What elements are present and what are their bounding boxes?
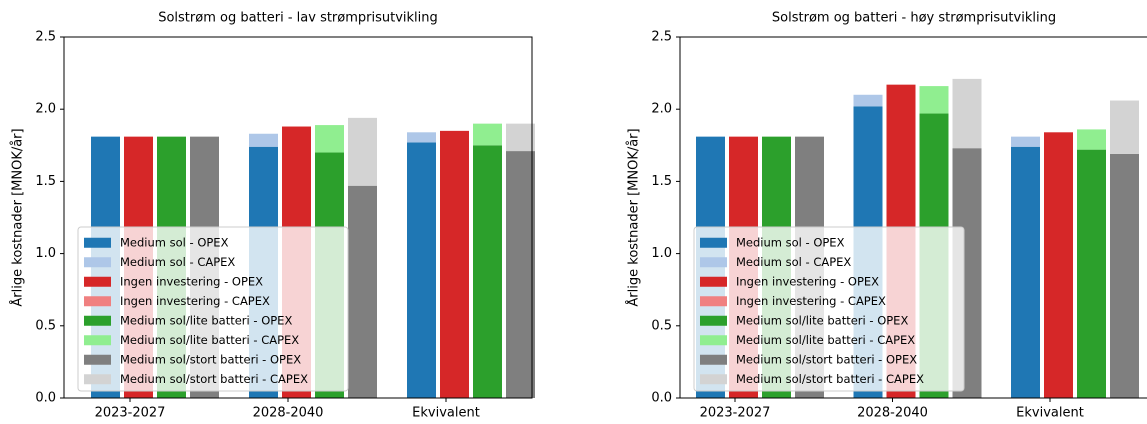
axes-frame xyxy=(63,36,533,399)
bar-segment xyxy=(1110,153,1139,398)
legend-label: Medium sol/lite batteri - CAPEX xyxy=(736,333,915,347)
legend-label: Medium sol - OPEX xyxy=(736,235,845,249)
legend-swatch xyxy=(84,374,111,385)
y-tick-label: 1.5 xyxy=(651,174,672,189)
legend-label: Medium sol - OPEX xyxy=(120,235,229,249)
bar-segment xyxy=(919,86,949,114)
bar-segment xyxy=(1011,146,1040,398)
legend-swatch xyxy=(700,374,727,385)
legend: Medium sol - OPEX Medium sol - CAPEX Ingen… xyxy=(77,226,349,392)
legend-box xyxy=(77,226,349,392)
legend-swatch xyxy=(700,296,727,307)
legend-swatch xyxy=(700,257,727,268)
bar-segment xyxy=(1011,136,1040,147)
bar-segment xyxy=(348,185,377,398)
y-tick-label: 0.5 xyxy=(651,318,672,333)
legend-label: Medium sol/stort batteri - OPEX xyxy=(120,352,301,366)
x-tick-label: 2028-2040 xyxy=(857,406,928,421)
y-tick-label: 2.0 xyxy=(651,102,672,117)
bar-segment xyxy=(506,151,535,398)
legend-swatch xyxy=(84,257,111,268)
legend-swatch xyxy=(700,276,727,287)
bar-segment xyxy=(1044,132,1073,398)
axes-frame xyxy=(679,36,1147,399)
legend-label: Ingen investering - OPEX xyxy=(120,274,263,288)
bar-segment xyxy=(1077,129,1106,150)
bar-segment xyxy=(315,125,344,153)
y-tick-label: 1.5 xyxy=(35,174,56,189)
legend-swatch xyxy=(84,354,111,365)
x-tick-label: 2023-2027 xyxy=(95,406,166,421)
bar-segment xyxy=(249,133,278,147)
x-tick-label: Ekvivalent xyxy=(412,406,480,421)
legend-label: Medium sol/lite batteri - OPEX xyxy=(736,313,908,327)
legend-swatch xyxy=(84,276,111,287)
legend-swatch xyxy=(700,237,727,248)
legend-label: Medium sol/lite batteri - OPEX xyxy=(120,313,292,327)
legend-swatch xyxy=(84,315,111,326)
legend-swatch xyxy=(84,335,111,346)
x-tick-label: 2028-2040 xyxy=(253,406,324,421)
legend-label: Ingen investering - OPEX xyxy=(736,274,879,288)
x-tick-label: Ekvivalent xyxy=(1016,406,1084,421)
y-tick-label: 0.0 xyxy=(35,391,56,406)
bar-segment xyxy=(440,130,469,399)
legend-label: Medium sol/stort batteri - CAPEX xyxy=(736,372,924,386)
x-tick-label: 2023-2027 xyxy=(700,406,771,421)
legend-swatch xyxy=(700,315,727,326)
y-tick-label: 2.0 xyxy=(35,102,56,117)
legend-swatch xyxy=(84,237,111,248)
bar-segment xyxy=(473,145,502,398)
bar-segment xyxy=(853,94,883,107)
legend-label: Ingen investering - CAPEX xyxy=(736,294,886,308)
legend-swatch xyxy=(700,335,727,346)
legend: Medium sol - OPEX Medium sol - CAPEX Ingen… xyxy=(693,226,965,392)
y-tick-label: 2.5 xyxy=(651,30,672,45)
legend-label: Medium sol/lite batteri - CAPEX xyxy=(120,333,299,347)
bar-segment xyxy=(506,123,535,152)
y-tick-label: 0.0 xyxy=(651,391,672,406)
bar-segment xyxy=(1077,149,1106,398)
bar-segment xyxy=(952,78,982,149)
chart-title: Solstrøm og batteri - høy strømprisutvik… xyxy=(772,11,1056,26)
y-axis-label: Årlige kostnader [MNOK/år] xyxy=(10,128,26,306)
chart-title: Solstrøm og batteri - lav strømprisutvik… xyxy=(158,11,438,26)
bar-segment xyxy=(473,123,502,146)
y-axis-label: Årlige kostnader [MNOK/år] xyxy=(626,128,642,306)
legend-label: Medium sol - CAPEX xyxy=(736,255,851,269)
y-tick-label: 1.0 xyxy=(651,246,672,261)
legend-label: Medium sol - CAPEX xyxy=(120,255,235,269)
legend-swatch xyxy=(84,296,111,307)
bar-segment xyxy=(348,117,377,186)
y-tick-label: 0.5 xyxy=(35,318,56,333)
y-tick-label: 2.5 xyxy=(35,30,56,45)
legend-label: Medium sol/stort batteri - CAPEX xyxy=(120,372,308,386)
legend-label: Medium sol/stort batteri - OPEX xyxy=(736,352,917,366)
bar-segment xyxy=(1110,100,1139,154)
bar-segment xyxy=(407,132,436,143)
y-tick-label: 1.0 xyxy=(35,246,56,261)
bar-segment xyxy=(407,142,436,398)
legend-label: Ingen investering - CAPEX xyxy=(120,294,270,308)
legend-box xyxy=(693,226,965,392)
legend-swatch xyxy=(700,354,727,365)
